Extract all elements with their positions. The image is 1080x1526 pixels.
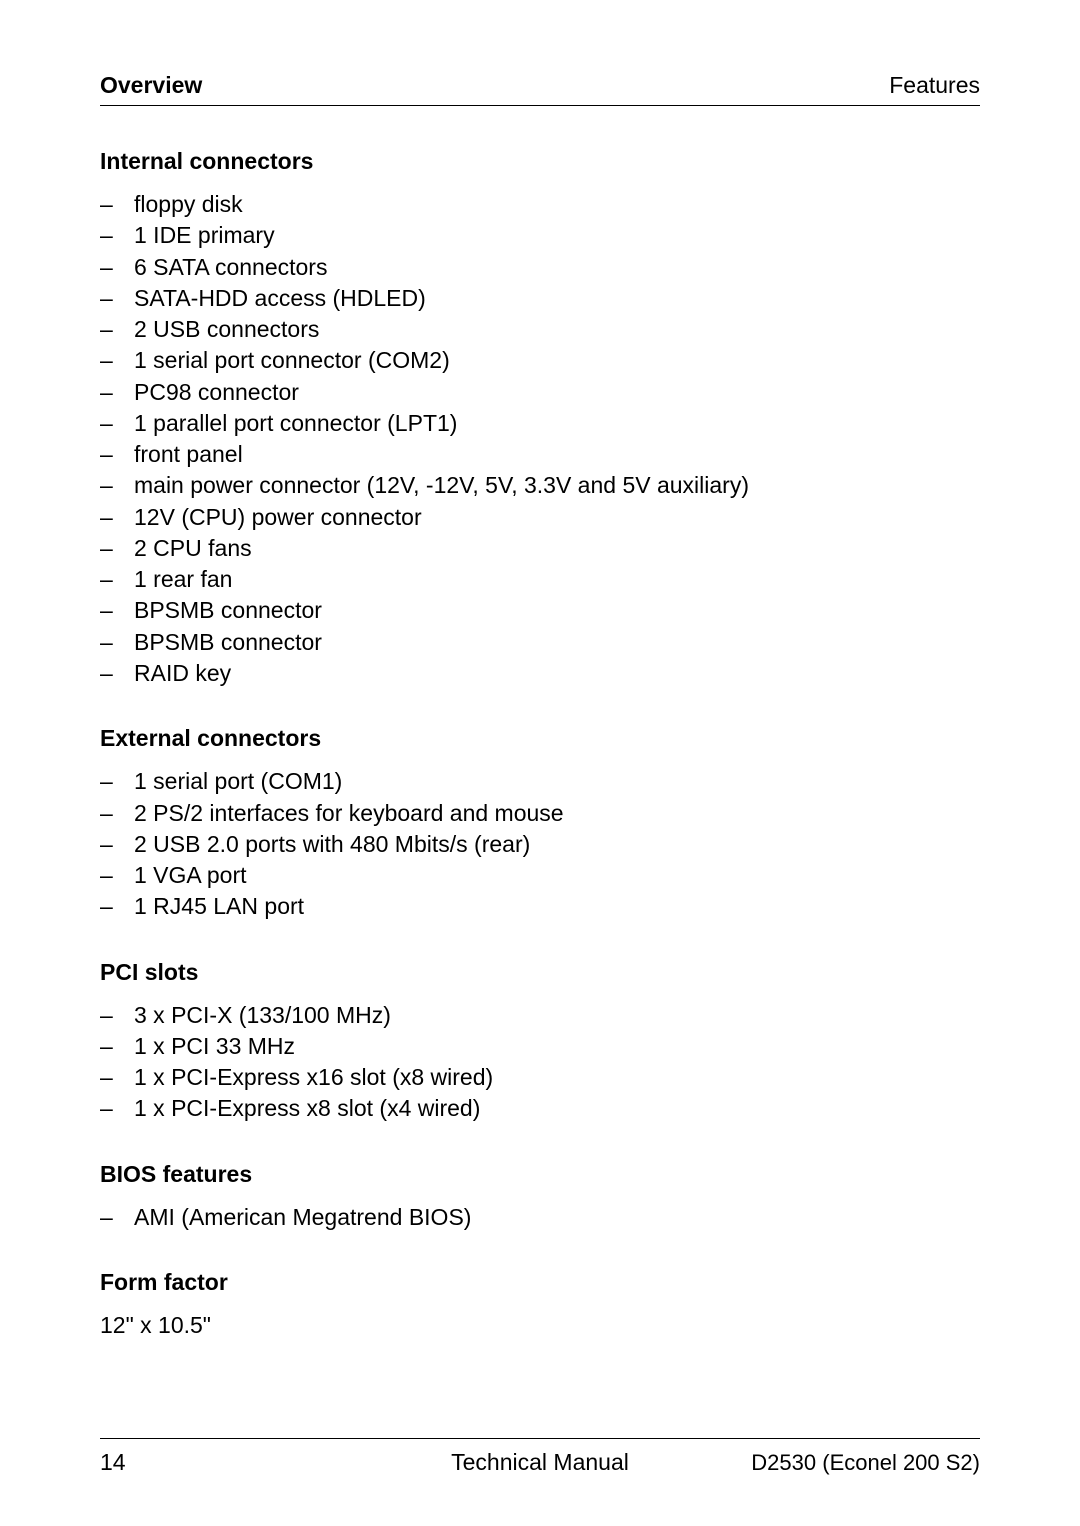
list-item: BPSMB connector (100, 595, 980, 626)
list-item: PC98 connector (100, 377, 980, 408)
list-item: main power connector (12V, -12V, 5V, 3.3… (100, 470, 980, 501)
section-bios-features: BIOS features AMI (American Megatrend BI… (100, 1161, 980, 1233)
form-factor-value: 12" x 10.5" (100, 1310, 980, 1341)
list-internal-connectors: floppy disk 1 IDE primary 6 SATA connect… (100, 189, 980, 689)
section-heading: PCI slots (100, 959, 980, 986)
section-internal-connectors: Internal connectors floppy disk 1 IDE pr… (100, 148, 980, 689)
list-item: 2 PS/2 interfaces for keyboard and mouse (100, 798, 980, 829)
list-item: AMI (American Megatrend BIOS) (100, 1202, 980, 1233)
page-footer: 14 Technical Manual D2530 (Econel 200 S2… (100, 1438, 980, 1476)
section-heading: Internal connectors (100, 148, 980, 175)
footer-title: Technical Manual (451, 1449, 629, 1476)
list-item: 3 x PCI-X (133/100 MHz) (100, 1000, 980, 1031)
page-header: Overview Features (100, 72, 980, 106)
section-external-connectors: External connectors 1 serial port (COM1)… (100, 725, 980, 922)
page-container: Overview Features Internal connectors fl… (0, 0, 1080, 1526)
page-number: 14 (100, 1449, 126, 1476)
list-item: 1 RJ45 LAN port (100, 891, 980, 922)
header-right: Features (889, 72, 980, 99)
list-item: 1 x PCI 33 MHz (100, 1031, 980, 1062)
list-item: 1 serial port (COM1) (100, 766, 980, 797)
list-item: 1 VGA port (100, 860, 980, 891)
list-item: floppy disk (100, 189, 980, 220)
list-item: 1 rear fan (100, 564, 980, 595)
list-item: 1 x PCI-Express x8 slot (x4 wired) (100, 1093, 980, 1124)
list-pci-slots: 3 x PCI-X (133/100 MHz) 1 x PCI 33 MHz 1… (100, 1000, 980, 1125)
footer-model: D2530 (Econel 200 S2) (751, 1450, 980, 1476)
list-item: 2 USB connectors (100, 314, 980, 345)
list-item: 2 CPU fans (100, 533, 980, 564)
section-form-factor: Form factor 12" x 10.5" (100, 1269, 980, 1341)
section-pci-slots: PCI slots 3 x PCI-X (133/100 MHz) 1 x PC… (100, 959, 980, 1125)
list-item: BPSMB connector (100, 627, 980, 658)
list-item: 12V (CPU) power connector (100, 502, 980, 533)
list-item: 1 x PCI-Express x16 slot (x8 wired) (100, 1062, 980, 1093)
list-item: RAID key (100, 658, 980, 689)
list-external-connectors: 1 serial port (COM1) 2 PS/2 interfaces f… (100, 766, 980, 922)
list-item: 1 serial port connector (COM2) (100, 345, 980, 376)
section-heading: External connectors (100, 725, 980, 752)
list-item: 1 parallel port connector (LPT1) (100, 408, 980, 439)
list-item: 2 USB 2.0 ports with 480 Mbits/s (rear) (100, 829, 980, 860)
section-heading: Form factor (100, 1269, 980, 1296)
list-bios-features: AMI (American Megatrend BIOS) (100, 1202, 980, 1233)
list-item: front panel (100, 439, 980, 470)
section-heading: BIOS features (100, 1161, 980, 1188)
list-item: SATA-HDD access (HDLED) (100, 283, 980, 314)
list-item: 6 SATA connectors (100, 252, 980, 283)
list-item: 1 IDE primary (100, 220, 980, 251)
header-left: Overview (100, 72, 202, 99)
